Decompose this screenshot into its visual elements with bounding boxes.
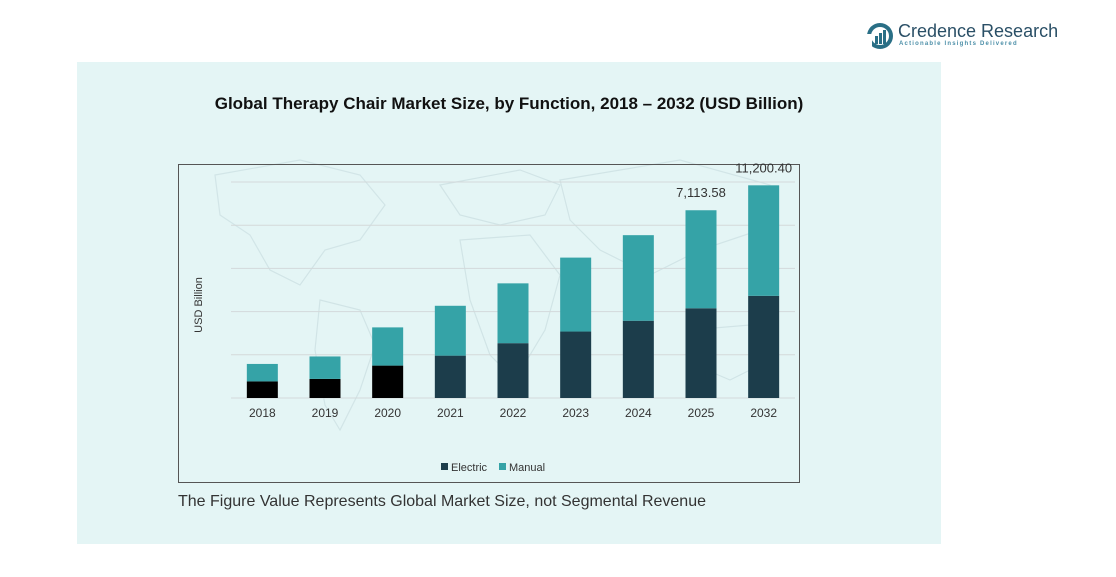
bar-manual-2021 bbox=[434, 305, 466, 356]
chart-footnote: The Figure Value Represents Global Marke… bbox=[178, 493, 706, 510]
bar-electric-2032 bbox=[748, 295, 780, 398]
x-tick-2019: 2019 bbox=[312, 406, 339, 420]
bar-electric-2018 bbox=[246, 381, 278, 398]
bar-electric-2023 bbox=[560, 331, 592, 398]
legend-swatch-electric bbox=[441, 463, 448, 470]
legend-label-electric: Electric bbox=[451, 462, 488, 474]
x-tick-2021: 2021 bbox=[437, 406, 464, 420]
bar-electric-2019 bbox=[309, 378, 341, 398]
bar-manual-2019 bbox=[309, 356, 341, 379]
x-tick-2018: 2018 bbox=[249, 406, 276, 420]
x-tick-2020: 2020 bbox=[374, 406, 401, 420]
bar-electric-2020 bbox=[372, 365, 404, 398]
bar-electric-2022 bbox=[497, 343, 529, 398]
legend-swatch-manual bbox=[499, 463, 506, 470]
x-tick-2022: 2022 bbox=[500, 406, 527, 420]
bar-electric-2025 bbox=[685, 308, 717, 398]
bar-manual-2025 bbox=[685, 210, 717, 309]
logo-icon bbox=[866, 23, 893, 50]
legend: Electric Manual bbox=[441, 462, 545, 474]
bar-manual-2018 bbox=[246, 363, 278, 382]
brand-tagline: Actionable Insights Delivered bbox=[899, 41, 1018, 47]
chart-title: Global Therapy Chair Market Size, by Fun… bbox=[214, 94, 804, 113]
bar-manual-2032 bbox=[748, 185, 780, 296]
bar-electric-2021 bbox=[434, 355, 466, 398]
bar-manual-2023 bbox=[560, 257, 592, 332]
bar-electric-2024 bbox=[622, 320, 654, 398]
bars bbox=[246, 185, 780, 398]
bar-manual-2024 bbox=[622, 235, 654, 321]
x-tick-2024: 2024 bbox=[625, 406, 652, 420]
x-tick-2025: 2025 bbox=[688, 406, 715, 420]
data-label-2032: 11,200.40 bbox=[735, 160, 792, 175]
x-tick-2023: 2023 bbox=[562, 406, 589, 420]
data-label-2025: 7,113.58 bbox=[676, 185, 726, 200]
y-axis-label: USD Billion bbox=[193, 277, 205, 333]
data-labels: 7,113.58 11,200.40 bbox=[676, 160, 792, 200]
bar-manual-2020 bbox=[372, 327, 404, 366]
brand-name: Credence Research bbox=[898, 21, 1059, 41]
legend-label-manual: Manual bbox=[509, 462, 545, 474]
brand-logo: Credence Research Actionable Insights De… bbox=[866, 20, 1059, 52]
x-tick-labels: 2018 2019 2020 2021 2022 2023 2024 2025 2032 bbox=[249, 406, 777, 420]
x-tick-2032: 2032 bbox=[750, 406, 777, 420]
plot-frame bbox=[178, 164, 800, 483]
bar-manual-2022 bbox=[497, 283, 529, 344]
